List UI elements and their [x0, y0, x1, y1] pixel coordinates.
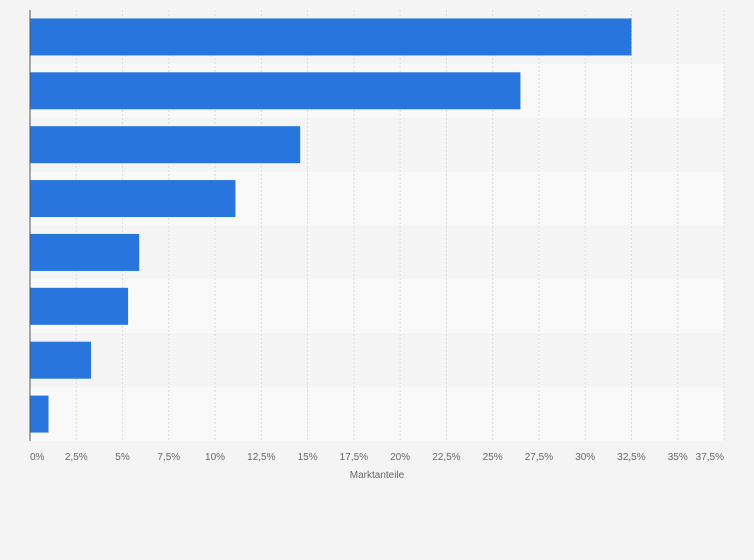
- row-band: [30, 279, 724, 334]
- x-tick-label: 25%: [483, 452, 503, 463]
- bar: [30, 233, 140, 271]
- x-tick-label: 30%: [575, 452, 595, 463]
- bar: [30, 287, 129, 325]
- bar: [30, 18, 632, 56]
- x-tick-label: 0%: [30, 452, 45, 463]
- bar: [30, 341, 92, 379]
- x-tick-label: 35%: [668, 452, 688, 463]
- bar: [30, 126, 301, 164]
- x-tick-label: 17,5%: [340, 452, 368, 463]
- x-tick-label: 32,5%: [617, 452, 645, 463]
- x-tick-label: 10%: [205, 452, 225, 463]
- bar: [30, 395, 49, 433]
- row-band: [30, 387, 724, 441]
- bar: [30, 180, 236, 218]
- x-axis-title: Marktanteile: [350, 470, 405, 481]
- x-tick-label: 15%: [298, 452, 318, 463]
- x-tick-label: 7,5%: [157, 452, 180, 463]
- x-tick-label: 5%: [115, 452, 130, 463]
- row-bands: [30, 10, 724, 441]
- x-tick-label: 20%: [390, 452, 410, 463]
- x-tick-labels: 0% 2,5% 5% 7,5% 10% 12,5% 15% 17,5% 20% 22,5% 25% 2…: [30, 452, 724, 463]
- x-tick-label: 37,5%: [696, 452, 724, 463]
- x-tick-label: 12,5%: [247, 452, 275, 463]
- row-band: [30, 225, 724, 280]
- bar: [30, 72, 521, 110]
- x-tick-label: 27,5%: [525, 452, 553, 463]
- row-band: [30, 333, 724, 388]
- x-tick-label: 2,5%: [65, 452, 88, 463]
- bars: [30, 18, 632, 433]
- x-tick-label: 22,5%: [432, 452, 460, 463]
